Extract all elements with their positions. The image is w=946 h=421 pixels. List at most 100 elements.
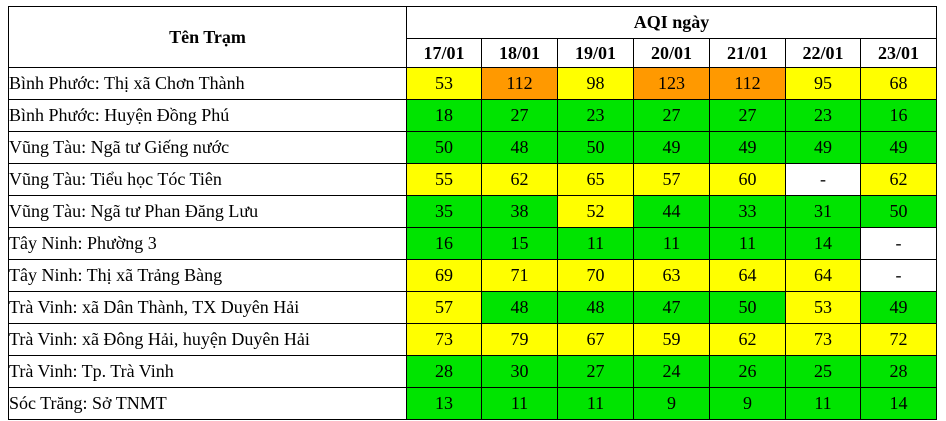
aqi-value-cell: 27 <box>633 99 710 132</box>
aqi-value-cell: 49 <box>859 291 938 324</box>
aqi-value-cell: 24 <box>633 355 710 388</box>
aqi-value-cell: 48 <box>481 131 558 164</box>
aqi-value-cell: 123 <box>633 67 710 100</box>
table-header: Tên Trạm AQI ngày 17/01 18/01 19/01 20/01 21… <box>8 6 938 68</box>
aqi-value-cell: 52 <box>557 195 634 228</box>
aqi-value-cell: 14 <box>859 387 938 420</box>
station-name-cell: Vũng Tàu: Ngã tư Giếng nước <box>8 131 407 164</box>
station-name-cell: Tây Ninh: Thị xã Trảng Bàng <box>8 259 407 292</box>
aqi-value-cell: 67 <box>557 323 634 356</box>
aqi-value-cell: - <box>859 259 938 292</box>
date-header-cell: 22/01 <box>785 38 861 68</box>
aqi-value-cell: 72 <box>859 323 938 356</box>
aqi-value-cell: 57 <box>633 163 710 196</box>
station-name-cell: Bình Phước: Huyện Đồng Phú <box>8 99 407 132</box>
date-header-cell: 23/01 <box>859 38 938 68</box>
station-name-cell: Trà Vinh: xã Đông Hải, huyện Duyên Hải <box>8 323 407 356</box>
station-name-cell: Tây Ninh: Phường 3 <box>8 227 407 260</box>
aqi-value-cell: 95 <box>785 67 861 100</box>
aqi-value-cell: 27 <box>709 99 786 132</box>
aqi-value-cell: 70 <box>557 259 634 292</box>
aqi-table: Tên Trạm AQI ngày 17/01 18/01 19/01 20/01 21… <box>8 6 938 420</box>
aqi-value-cell: 53 <box>406 67 482 100</box>
aqi-value-cell: 57 <box>406 291 482 324</box>
aqi-value-cell: 11 <box>557 387 634 420</box>
aqi-value-cell: 31 <box>785 195 861 228</box>
aqi-value-cell: - <box>785 163 861 196</box>
aqi-value-cell: 53 <box>785 291 861 324</box>
aqi-value-cell: 11 <box>481 387 558 420</box>
aqi-value-cell: 112 <box>709 67 786 100</box>
aqi-value-cell: 60 <box>709 163 786 196</box>
aqi-value-cell: 49 <box>633 131 710 164</box>
aqi-value-cell: 73 <box>406 323 482 356</box>
aqi-value-cell: 69 <box>406 259 482 292</box>
aqi-value-cell: 25 <box>785 355 861 388</box>
date-header-cell: 21/01 <box>709 38 786 68</box>
aqi-value-cell: 11 <box>557 227 634 260</box>
station-name-cell: Bình Phước: Thị xã Chơn Thành <box>8 67 407 100</box>
aqi-value-cell: 62 <box>859 163 938 196</box>
station-name-cell: Sóc Trăng: Sở TNMT <box>8 387 407 420</box>
aqi-value-cell: 112 <box>481 67 558 100</box>
aqi-value-cell: 73 <box>785 323 861 356</box>
aqi-value-cell: 27 <box>557 355 634 388</box>
aqi-value-cell: 35 <box>406 195 482 228</box>
aqi-value-cell: 23 <box>785 99 861 132</box>
aqi-value-cell: 79 <box>481 323 558 356</box>
aqi-value-cell: - <box>859 227 938 260</box>
date-header-row: 17/01 18/01 19/01 20/01 21/01 22/01 23/01 <box>9 38 938 68</box>
date-header-cell: 19/01 <box>557 38 634 68</box>
aqi-value-cell: 47 <box>633 291 710 324</box>
aqi-value-cell: 16 <box>859 99 938 132</box>
table-row: Vũng Tàu: Tiểu học Tóc Tiên 55 62 65 57 60-62 <box>8 163 938 196</box>
aqi-value-cell: 98 <box>557 67 634 100</box>
aqi-value-cell: 64 <box>785 259 861 292</box>
table-row: Tây Ninh: Phường 3 16 15 11 11 11 14- <box>8 227 938 260</box>
table-row: Trà Vinh: Tp. Trà Vinh 28 30 27 24 26 25 28 <box>8 355 938 388</box>
aqi-value-cell: 59 <box>633 323 710 356</box>
aqi-value-cell: 48 <box>481 291 558 324</box>
aqi-value-cell: 49 <box>785 131 861 164</box>
station-name-cell: Vũng Tàu: Ngã tư Phan Đăng Lưu <box>8 195 407 228</box>
table-row: Vũng Tàu: Ngã tư Giếng nước 50 48 50 49 49 49 4… <box>8 131 938 164</box>
aqi-value-cell: 64 <box>709 259 786 292</box>
table-row: Vũng Tàu: Ngã tư Phan Đăng Lưu 35 38 52 44 33… <box>8 195 938 228</box>
aqi-value-cell: 63 <box>633 259 710 292</box>
aqi-value-cell: 68 <box>859 67 938 100</box>
aqi-value-cell: 62 <box>709 323 786 356</box>
aqi-group-header: AQI ngày <box>405 6 938 39</box>
table-row: Sóc Trăng: Sở TNMT 13 11 11 9 9 11 14 <box>8 387 938 420</box>
aqi-value-cell: 14 <box>785 227 861 260</box>
aqi-value-cell: 38 <box>481 195 558 228</box>
aqi-value-cell: 55 <box>406 163 482 196</box>
aqi-value-cell: 65 <box>557 163 634 196</box>
aqi-value-cell: 13 <box>406 387 482 420</box>
date-header-cell: 18/01 <box>481 38 558 68</box>
table-row: Tây Ninh: Thị xã Trảng Bàng 69 71 70 63 64 64- <box>8 259 938 292</box>
station-column-header: Tên Trạm <box>8 6 407 68</box>
aqi-value-cell: 71 <box>481 259 558 292</box>
table-row: Trà Vinh: xã Đông Hải, huyện Duyên Hải 73… <box>8 323 938 356</box>
table-row: Bình Phước: Huyện Đồng Phú 18 27 23 27 27 23 16 <box>8 99 938 132</box>
aqi-value-cell: 49 <box>709 131 786 164</box>
aqi-value-cell: 27 <box>481 99 558 132</box>
station-name-cell: Vũng Tàu: Tiểu học Tóc Tiên <box>8 163 407 196</box>
aqi-value-cell: 18 <box>406 99 482 132</box>
station-name-cell: Trà Vinh: xã Dân Thành, TX Duyên Hải <box>8 291 407 324</box>
aqi-value-cell: 9 <box>633 387 710 420</box>
aqi-value-cell: 16 <box>406 227 482 260</box>
aqi-value-cell: 33 <box>709 195 786 228</box>
aqi-value-cell: 62 <box>481 163 558 196</box>
aqi-value-cell: 9 <box>709 387 786 420</box>
aqi-value-cell: 26 <box>709 355 786 388</box>
date-header-cell: 20/01 <box>633 38 710 68</box>
table-body: Bình Phước: Thị xã Chơn Thành 53 112 98 123 1… <box>8 67 938 420</box>
aqi-value-cell: 48 <box>557 291 634 324</box>
station-name-cell: Trà Vinh: Tp. Trà Vinh <box>8 355 407 388</box>
aqi-value-cell: 28 <box>859 355 938 388</box>
aqi-value-cell: 50 <box>859 195 938 228</box>
aqi-value-cell: 28 <box>406 355 482 388</box>
aqi-value-cell: 30 <box>481 355 558 388</box>
aqi-value-cell: 15 <box>481 227 558 260</box>
